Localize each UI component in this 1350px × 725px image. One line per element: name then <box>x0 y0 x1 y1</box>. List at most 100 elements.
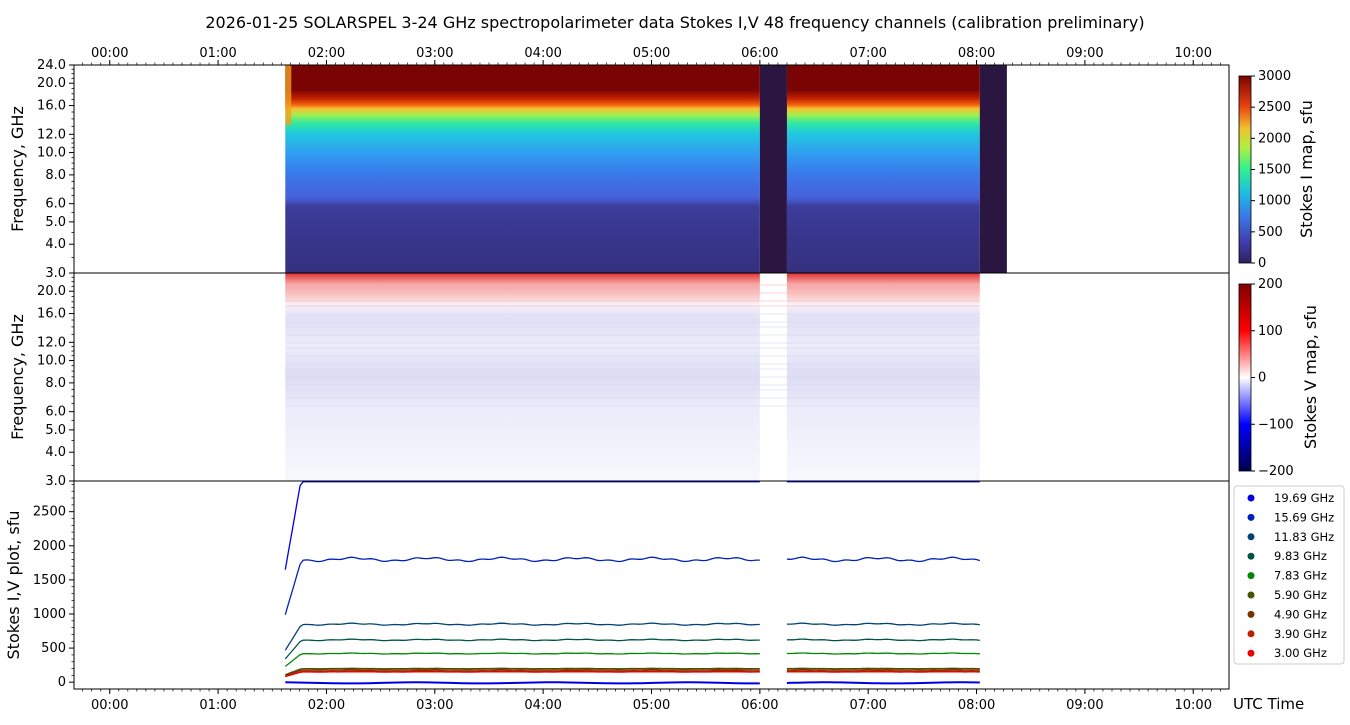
stokes-v-ylabel: Frequency, GHz <box>8 314 27 440</box>
colorbar-tick-label: 1000 <box>1258 194 1291 209</box>
legend-entry: 11.83 GHz <box>1274 530 1334 544</box>
y-tick-label: 500 <box>41 641 66 656</box>
y-tick-label: 5.0 <box>45 423 66 438</box>
x-tick-label: 03:00 <box>416 46 453 61</box>
series-line <box>284 481 760 570</box>
legend-marker <box>1247 630 1255 638</box>
y-tick-label: 24.0 <box>37 58 66 73</box>
stokes-i-ylabel: Frequency, GHz <box>8 106 27 232</box>
legend-marker <box>1247 649 1255 657</box>
x-axis-label: UTC Time <box>1233 695 1304 713</box>
y-tick-label: 20.0 <box>37 284 66 299</box>
legend-marker <box>1247 572 1255 580</box>
stokes-iv-frame <box>73 480 1230 690</box>
y-tick-label: 1000 <box>33 607 66 622</box>
y-tick-label: 10.0 <box>37 354 66 369</box>
colorbar-tick-label: −200 <box>1258 464 1294 479</box>
stokes-v-colorbar: 200 100 0 −100 −200 Stokes V map, sfu <box>1238 277 1320 479</box>
x-tick-label: 01:00 <box>199 46 236 61</box>
series-line <box>285 671 760 678</box>
stokes-i-colorbar-label: Stokes I map, sfu <box>1297 100 1316 238</box>
x-tick-label: 06:00 <box>741 698 778 713</box>
series-line <box>284 622 760 651</box>
x-tick-label: 08:00 <box>958 698 995 713</box>
legend-marker <box>1247 610 1255 618</box>
legend-marker <box>1247 552 1255 560</box>
stokes-v-panel: 3.0 4.0 5.0 6.0 8.0 10.0 12.0 16.0 20.0 Frequenc… <box>8 272 1230 489</box>
series-line <box>786 667 980 670</box>
y-tick-label: 3.0 <box>45 474 66 489</box>
series-line <box>284 556 760 615</box>
y-tick-label: 4.0 <box>45 445 66 460</box>
y-tick-label: 4.0 <box>45 237 66 252</box>
y-tick-label: 12.0 <box>37 335 66 350</box>
stokes-v-colorbar-label: Stokes V map, sfu <box>1301 305 1320 449</box>
series-line <box>284 652 760 667</box>
stokes-i-colorbar: 0 500 1000 1500 2000 2500 3000 Stokes I map, s… <box>1238 69 1316 271</box>
series-line <box>285 669 760 677</box>
x-tick-label: 09:00 <box>1066 698 1103 713</box>
y-tick-label: 16.0 <box>37 99 66 114</box>
legend: 19.69 GHz 15.69 GHz 11.83 GHz 9.83 GHz 7.83 … <box>1233 485 1345 665</box>
x-tick-label: 05:00 <box>633 46 670 61</box>
colorbar-tick-label: 100 <box>1258 324 1283 339</box>
series-line <box>786 622 980 626</box>
y-tick-label: 3.0 <box>45 266 66 281</box>
colorbar-tick-label: 2000 <box>1258 131 1291 146</box>
x-tick-label: 04:00 <box>524 46 561 61</box>
y-tick-label: 5.0 <box>45 215 66 230</box>
x-tick-label: 08:00 <box>958 46 995 61</box>
stokes-i-segment <box>786 65 980 273</box>
x-tick-label: 02:00 <box>308 46 345 61</box>
colorbar-tick-label: −100 <box>1258 417 1294 432</box>
colorbar-tick-label: 0 <box>1258 256 1266 271</box>
legend-entry: 7.83 GHz <box>1274 569 1327 583</box>
legend-entry: 5.90 GHz <box>1274 588 1327 602</box>
x-tick-label: 03:00 <box>416 698 453 713</box>
chart-title: 2026-01-25 SOLARSPEL 3-24 GHz spectropol… <box>205 13 1144 32</box>
stokes-i-gap <box>759 65 787 273</box>
y-tick-label: 10.0 <box>37 146 66 161</box>
series-line <box>285 667 760 676</box>
series-line <box>284 638 760 660</box>
y-tick-label: 8.0 <box>45 168 66 183</box>
x-tick-label: 10:00 <box>1175 698 1212 713</box>
x-tick-label: 05:00 <box>633 698 670 713</box>
y-tick-label: 2500 <box>33 505 66 520</box>
x-tick-label: 10:00 <box>1175 46 1212 61</box>
colorbar-tick-label: 200 <box>1258 277 1283 292</box>
x-tick-label: 07:00 <box>849 698 886 713</box>
colorbar-tick-label: 1500 <box>1258 163 1291 178</box>
x-tick-label: 09:00 <box>1066 46 1103 61</box>
legend-entry: 19.69 GHz <box>1274 491 1334 505</box>
legend-marker <box>1247 591 1255 599</box>
legend-marker <box>1247 494 1255 502</box>
stokes-v-trace <box>285 681 980 685</box>
legend-entry: 4.90 GHz <box>1274 607 1327 621</box>
y-tick-label: 6.0 <box>45 197 66 212</box>
legend-entry: 15.69 GHz <box>1274 510 1334 524</box>
colorbar-tick-label: 3000 <box>1258 69 1291 84</box>
y-tick-label: 1500 <box>33 573 66 588</box>
y-tick-label: 0 <box>58 675 66 690</box>
series-line <box>285 670 760 677</box>
legend-entry: 3.00 GHz <box>1274 646 1327 660</box>
colorbar-tick-label: 2500 <box>1258 100 1291 115</box>
x-tick-label: 00:00 <box>91 698 128 713</box>
y-tick-label: 8.0 <box>45 376 66 391</box>
series-line <box>786 638 980 642</box>
y-tick-label: 16.0 <box>37 307 66 322</box>
x-tick-label: 02:00 <box>308 698 345 713</box>
x-tick-label: 00:00 <box>91 46 128 61</box>
x-tick-label: 07:00 <box>849 46 886 61</box>
stokes-i-onset <box>285 65 292 125</box>
x-tick-label: 01:00 <box>199 698 236 713</box>
stokes-iv-ylabel: Stokes I,V plot, sfu <box>4 511 23 660</box>
y-tick-label: 12.0 <box>37 127 66 142</box>
stokes-i-gap <box>979 65 1007 273</box>
colorbar-tick-label: 0 <box>1258 371 1266 386</box>
series-line <box>786 556 981 563</box>
stokes-i-segment <box>285 65 760 273</box>
x-tick-label: 04:00 <box>524 698 561 713</box>
